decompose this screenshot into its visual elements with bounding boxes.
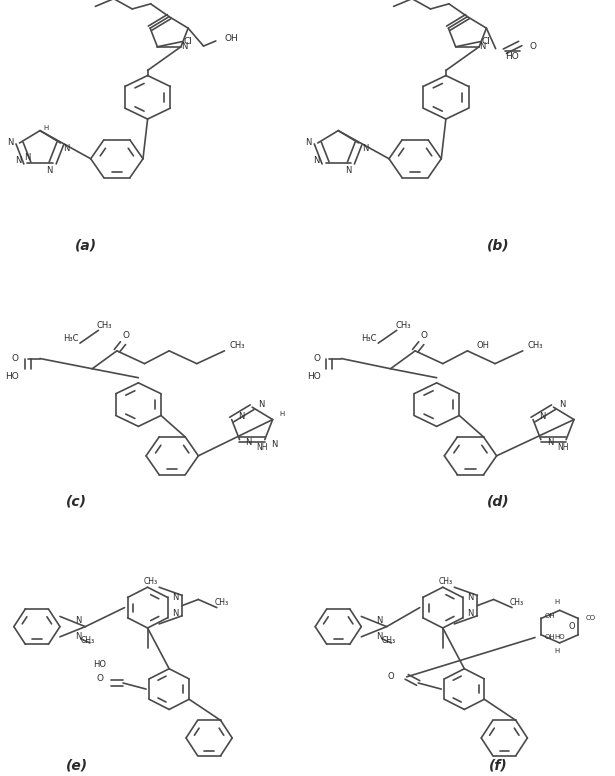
Text: Cl: Cl (184, 37, 192, 46)
Text: O: O (387, 672, 394, 681)
Text: N: N (24, 154, 31, 162)
Text: N: N (238, 413, 244, 421)
Text: N: N (467, 609, 474, 618)
Text: O: O (421, 331, 428, 340)
Text: O: O (313, 354, 320, 363)
Text: CH₃: CH₃ (527, 341, 543, 350)
Text: CH₃: CH₃ (395, 320, 411, 330)
Text: N: N (7, 138, 14, 147)
Text: N: N (362, 144, 368, 153)
Text: NH: NH (256, 443, 268, 452)
Text: HO: HO (307, 372, 320, 381)
Text: NH: NH (557, 443, 569, 452)
Text: N: N (172, 609, 178, 618)
Text: N: N (46, 166, 53, 175)
Text: (a): (a) (75, 239, 97, 253)
Text: H₃C: H₃C (63, 334, 79, 342)
Text: CH₃: CH₃ (510, 598, 523, 607)
Text: CO: CO (585, 615, 596, 622)
Text: N: N (376, 632, 383, 641)
Text: O: O (569, 622, 575, 631)
Text: N: N (75, 616, 82, 625)
Text: H: H (554, 599, 559, 605)
Text: O: O (529, 42, 536, 50)
Text: OH: OH (224, 34, 238, 43)
Text: N: N (467, 593, 474, 602)
Text: N: N (258, 400, 264, 409)
Text: CH₃: CH₃ (81, 636, 95, 646)
Text: CH₃: CH₃ (382, 636, 396, 646)
Text: N: N (479, 42, 485, 51)
Text: H₃C: H₃C (361, 334, 377, 342)
Text: CH₃: CH₃ (144, 577, 157, 587)
Text: (e): (e) (66, 758, 88, 772)
Text: N: N (245, 438, 252, 447)
Text: (d): (d) (487, 495, 509, 509)
Text: OH: OH (476, 341, 490, 350)
Text: (c): (c) (66, 495, 87, 509)
Text: N: N (15, 156, 22, 165)
Text: (b): (b) (487, 239, 509, 253)
Text: N: N (539, 413, 546, 421)
Text: O: O (122, 331, 130, 340)
Text: N: N (306, 138, 312, 147)
Text: N: N (547, 438, 554, 447)
Text: N: N (271, 440, 277, 449)
Text: OH: OH (545, 635, 555, 640)
Text: H: H (279, 411, 285, 417)
Text: H: H (554, 648, 559, 654)
Text: N: N (75, 632, 82, 641)
Text: HO: HO (6, 372, 19, 381)
Text: HO: HO (93, 660, 106, 669)
Text: CH₃: CH₃ (97, 320, 113, 330)
Text: CH₃: CH₃ (215, 598, 228, 607)
Text: HO: HO (505, 52, 518, 61)
Text: N: N (376, 616, 383, 625)
Text: N: N (181, 42, 187, 51)
Text: CH₃: CH₃ (439, 577, 453, 587)
Text: N: N (560, 400, 566, 409)
Text: H: H (44, 125, 49, 131)
Text: N: N (63, 144, 69, 153)
Text: OH: OH (545, 613, 555, 618)
Text: HO: HO (555, 635, 565, 640)
Text: O: O (97, 674, 103, 684)
Text: Cl: Cl (482, 37, 491, 46)
Text: N: N (172, 593, 178, 602)
Text: (f): (f) (489, 758, 507, 772)
Text: N: N (313, 156, 320, 165)
Text: CH₃: CH₃ (229, 341, 245, 350)
Text: N: N (344, 166, 351, 175)
Text: O: O (12, 354, 19, 363)
